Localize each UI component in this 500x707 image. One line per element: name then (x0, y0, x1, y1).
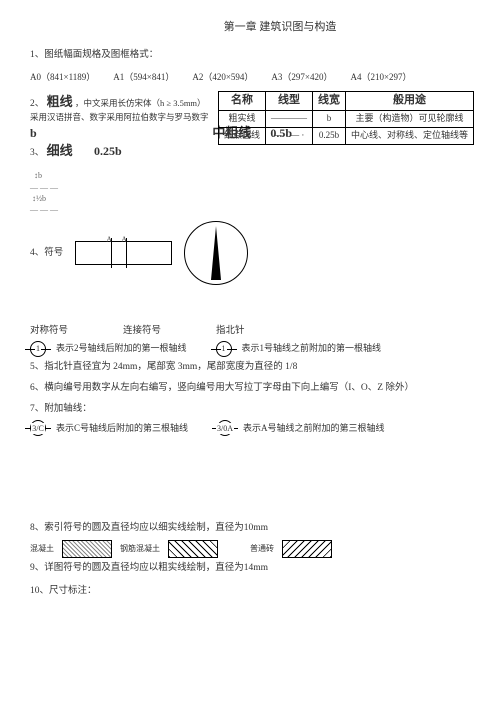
line-thin: 细线 (47, 143, 73, 158)
size-a4: A4（210×297） (350, 71, 411, 84)
page-title: 第一章 建筑识图与构造 (30, 20, 500, 35)
line-thick-b: b (30, 126, 37, 140)
section-4: 4、符号 A A (30, 221, 500, 285)
axis-circle-1: 1 (30, 341, 46, 357)
compass-icon (184, 221, 248, 285)
item-4: 4、符号 (30, 247, 63, 260)
item-6: 6、横向编号用数字从左向右编写，竖向编号用大写拉丁字母由下向上编写（I、O、Z … (30, 382, 500, 395)
paper-sizes: A0（841×1189） A1（594×841） A2（420×594） A3（… (30, 71, 500, 84)
line-type-table: 名称 线型 线宽 般用途 粗实线 ———— b 主要（构造物）可见轮廓线 细点画… (218, 91, 474, 144)
axis-circle-3: 3/C (30, 420, 46, 436)
item-8: 8、索引符号的圆及直径均应以细实线绘制，直径为10mm (30, 522, 500, 535)
item-7: 7、附加轴线： (30, 403, 500, 416)
break-symbol: A A (75, 241, 172, 265)
td-r1c4: 主要（构造物）可见轮廓线 (346, 110, 474, 127)
hatch-concrete (62, 540, 112, 558)
mat-a-label: 混凝土 (30, 543, 54, 554)
mat-c-label: 普通砖 (250, 543, 274, 554)
td-r1c2: ———— (266, 110, 313, 127)
th-width: 线宽 (313, 92, 346, 110)
size-a2: A2（420×594） (192, 71, 253, 84)
symbol-labels: 对称符号 连接符号 指北针 (30, 325, 500, 338)
td-r2c1: 细点画线 (219, 127, 266, 144)
sym-desc-row-2: 3/C 表示C号轴线后附加的第三根轴线 3/0A 表示A号轴线之前附加的第三根轴… (30, 420, 500, 436)
td-r1c3: b (313, 110, 346, 127)
item-1: 1、图纸幅面规格及图框格式： (30, 49, 500, 62)
th-use: 般用途 (346, 92, 474, 110)
desc-b: 表示1号轴线之前附加的第一根轴线 (242, 342, 382, 355)
mat-b-label: 钢筋混凝土 (120, 543, 160, 554)
hatch-rc (168, 540, 218, 558)
line-spec-block: 2、 粗线 ，中文采用长仿宋体（h ≥ 3.5mm）采用汉语拼音、数字采用阿拉伯… (30, 93, 500, 160)
item-9: 9、详图符号的圆及直径均应以粗实线绘制，直径为14mm (30, 562, 500, 575)
desc-c: 表示C号轴线后附加的第三根轴线 (56, 422, 188, 435)
th-name: 名称 (219, 92, 266, 110)
axis-circle-4: 3/0A (217, 420, 233, 436)
hatch-brick (282, 540, 332, 558)
sym-label-1: 对称符号 (30, 325, 68, 338)
item-2-prefix: 2、 (30, 99, 44, 109)
th-type: 线型 (266, 92, 313, 110)
dim-diagram: ↕b— — — ↕½b— — — (30, 170, 500, 215)
item-3-prefix: 3、 (30, 148, 44, 158)
desc-a: 表示2号轴线后附加的第一根轴线 (56, 342, 187, 355)
td-r1c1: 粗实线 (219, 110, 266, 127)
size-a3: A3（297×420） (271, 71, 332, 84)
item-10: 10、尺寸标注： (30, 585, 500, 598)
material-row: 混凝土 钢筋混凝土 普通砖 (30, 540, 500, 558)
size-a1: A1（594×841） (113, 71, 174, 84)
desc-d: 表示A号轴线之前附加的第三根轴线 (243, 422, 385, 435)
axis-circle-2: 1 (216, 341, 232, 357)
td-r2c2: — · — · (266, 127, 313, 144)
line-thin-b: 0.25b (94, 144, 122, 158)
td-r2c4: 中心线、对称线、定位轴线等 (346, 127, 474, 144)
item-5: 5、指北针直径宜为 24mm，尾部宽 3mm，尾部宽度为直径的 1/8 (30, 361, 500, 374)
td-r2c3: 0.25b (313, 127, 346, 144)
line-thick: 粗线 (47, 94, 73, 109)
sym-label-2: 连接符号 (123, 325, 161, 338)
sym-label-3: 指北针 (216, 325, 245, 338)
sym-desc-row: 1 表示2号轴线后附加的第一根轴线 1 表示1号轴线之前附加的第一根轴线 (30, 341, 500, 357)
size-a0: A0（841×1189） (30, 71, 95, 84)
